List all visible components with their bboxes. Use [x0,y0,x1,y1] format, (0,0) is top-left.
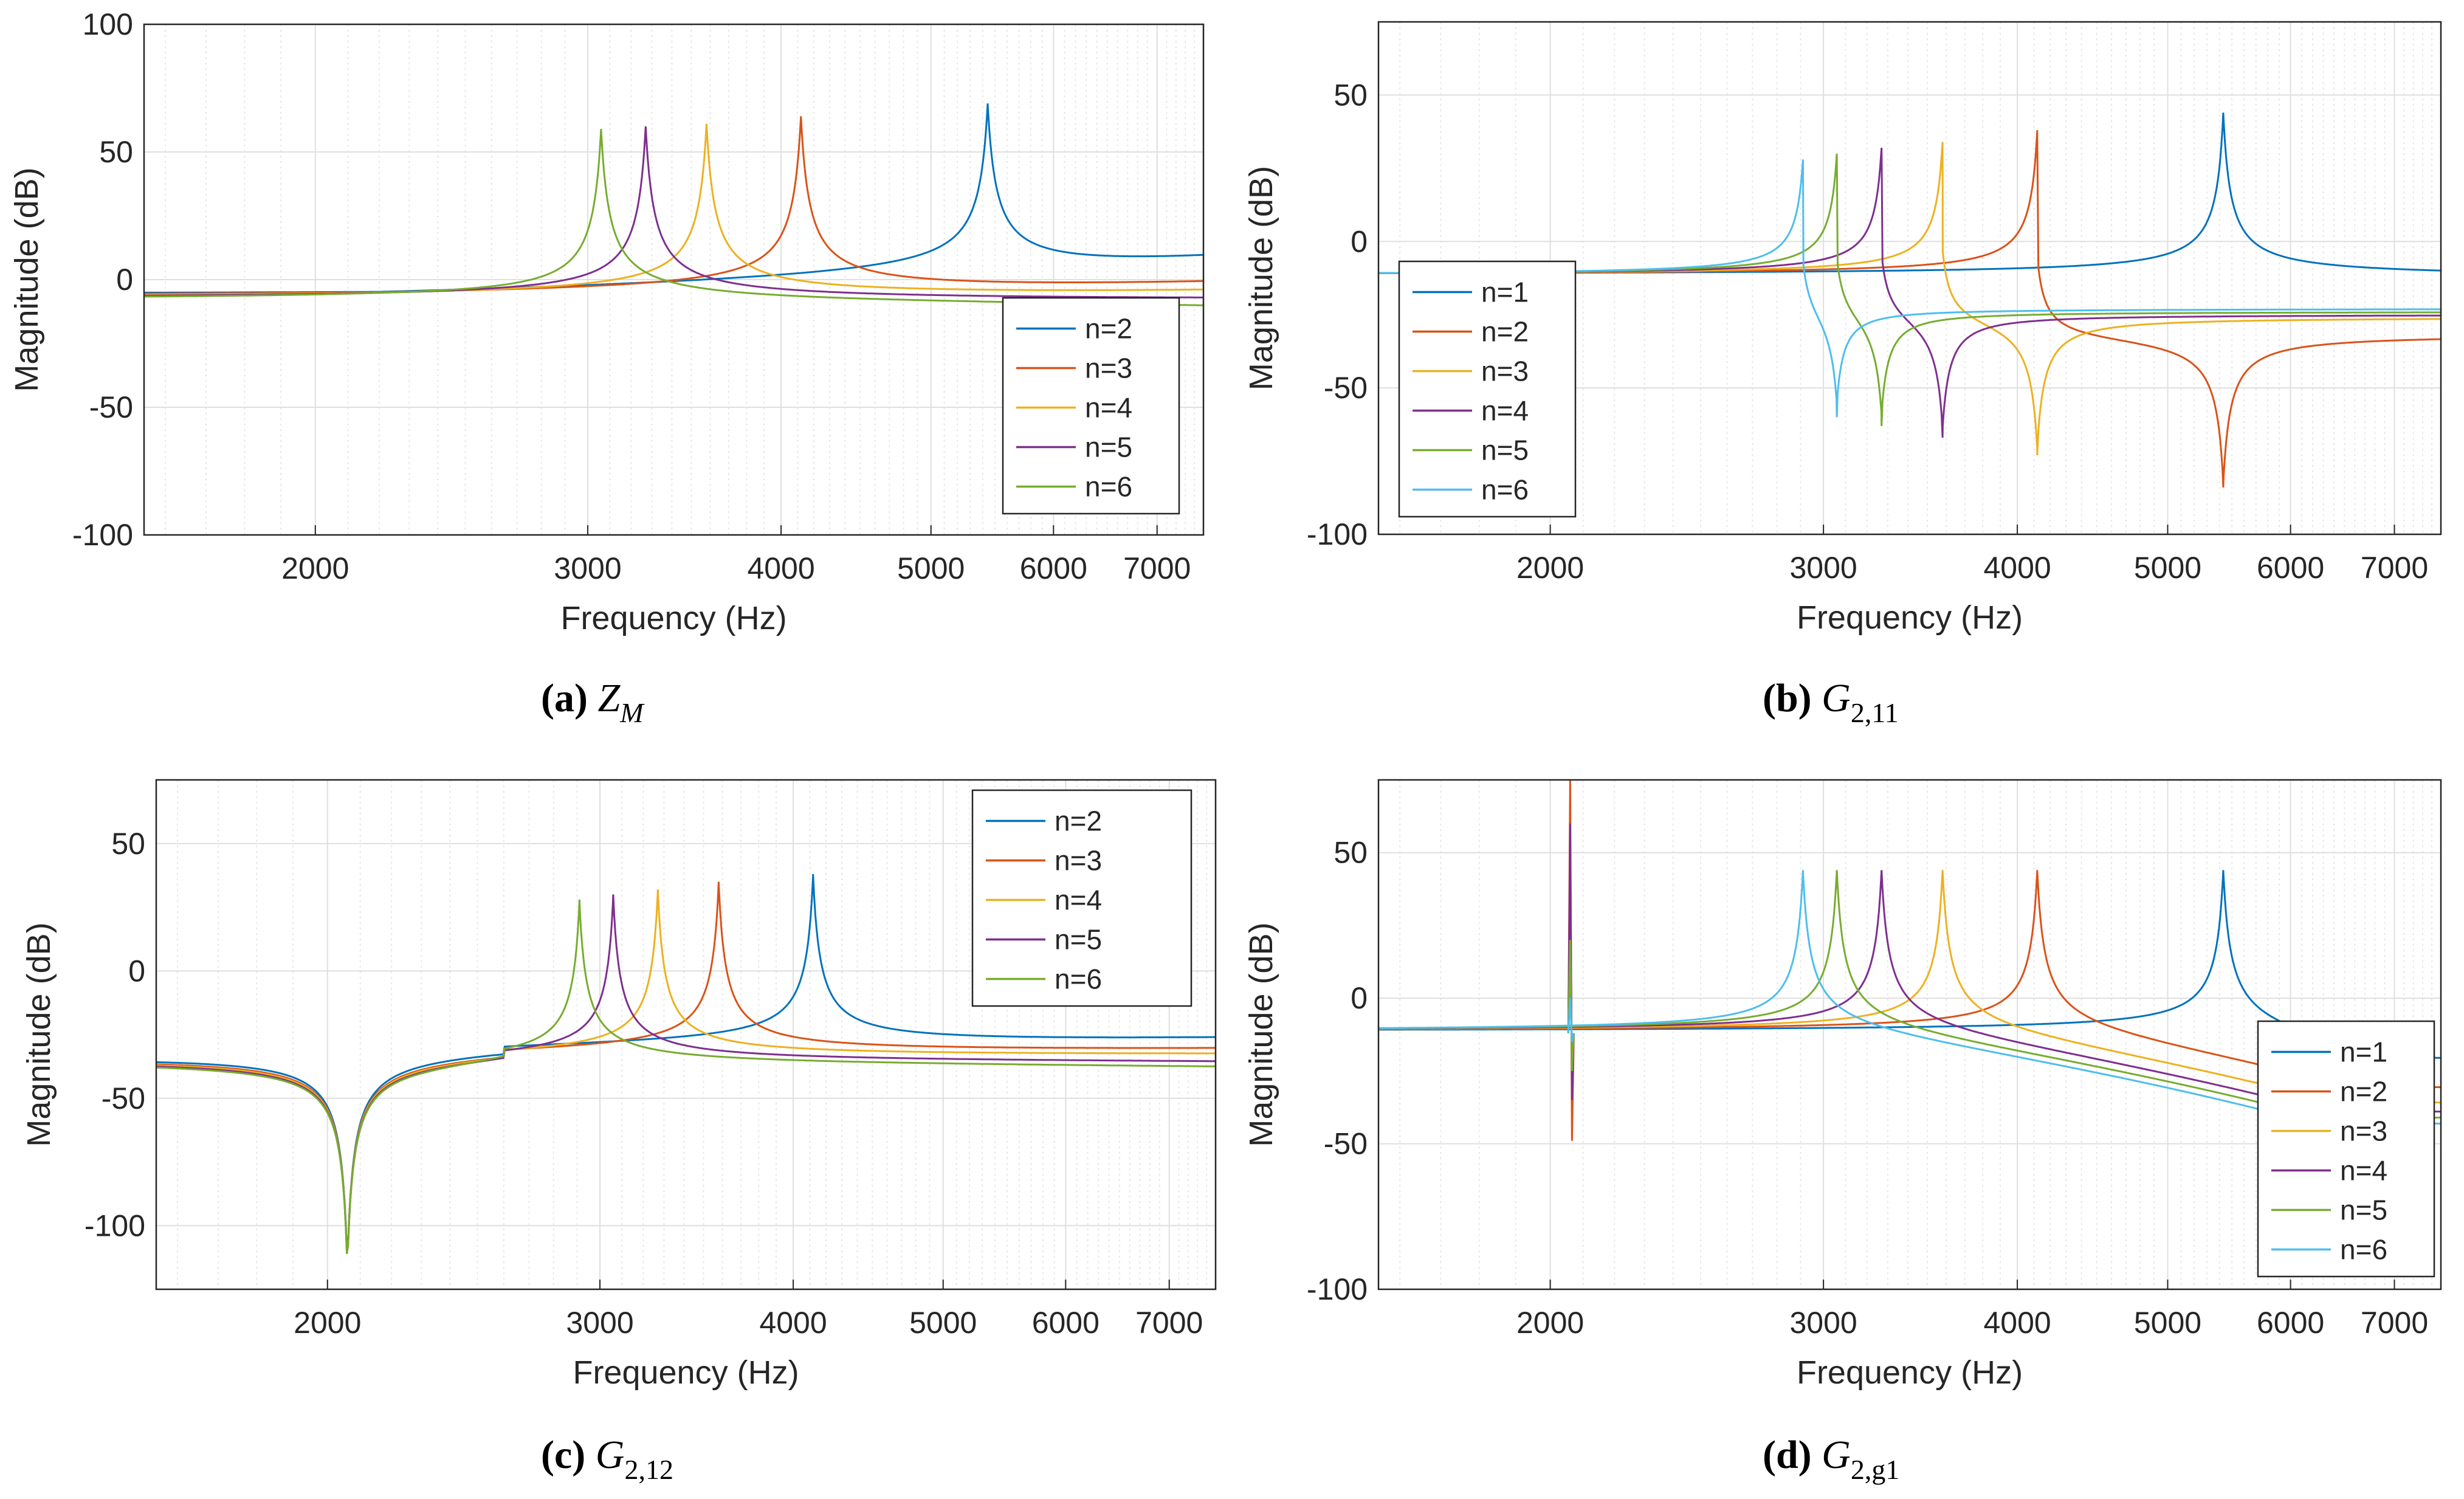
x-tick-label: 5000 [909,1306,977,1340]
legend-box [971,789,1192,1007]
legend-label: n=1 [2340,1036,2387,1068]
x-tick-label: 7000 [2361,551,2428,585]
y-tick-label: 0 [1351,224,1368,258]
y-tick-label: 0 [1351,981,1368,1015]
y-tick-label: -100 [1307,517,1368,551]
x-tick-label: 7000 [2361,1306,2428,1340]
series-line-n=6 [156,899,1216,1254]
legend: n=1 n=2 n=3 n=4 n=5 n=6 [1398,260,1577,518]
y-tick-label: -50 [102,1081,145,1115]
legend-box [1002,297,1180,515]
x-tick-label: 4000 [759,1306,827,1340]
y-axis-label: Magnitude (dB) [9,167,45,391]
legend-label: n=5 [2340,1194,2387,1226]
legend-label: n=2 [1481,316,1529,348]
legend-label: n=3 [2340,1115,2387,1147]
y-tick-label: -100 [72,518,133,552]
legend-label: n=5 [1481,435,1529,466]
y-tick-label: 100 [83,7,133,41]
x-tick-label: 6000 [2257,551,2324,585]
legend-label: n=5 [1085,432,1132,463]
x-tick-label: 2000 [1516,551,1584,585]
legend: n=1 n=2 n=3 n=4 n=5 n=6 [2257,1020,2435,1278]
x-tick-label: 7000 [1123,551,1191,585]
x-axis-label: Frequency (Hz) [1797,599,2023,636]
legend-label: n=6 [2340,1234,2387,1266]
y-axis-label: Magnitude (dB) [1243,166,1279,390]
series-group [156,874,1216,1254]
legend-label: n=3 [1055,845,1102,877]
axes-box [143,23,1205,536]
y-tick-label: 50 [1334,836,1368,870]
y-tick-label: 0 [128,954,145,988]
x-tick-label: 6000 [2257,1306,2324,1340]
x-tick-label: 4000 [1983,1306,2051,1340]
legend-label: n=4 [2340,1155,2387,1187]
legend-label: n=6 [1055,963,1102,995]
x-tick-label: 3000 [1790,1306,1857,1340]
x-tick-label: 2000 [281,551,349,585]
y-tick-label: -50 [1324,371,1368,405]
legend: n=2 n=3 n=4 n=5 n=6 [1002,297,1180,515]
x-tick-label: 2000 [1516,1306,1584,1340]
axes-box [1377,779,2442,1291]
legend: n=2 n=3 n=4 n=5 n=6 [971,789,1192,1007]
chart-c: 2000 3000 4000 5000 6000 7000 -100 -50 0 50 Freque… [21,779,1217,1485]
x-tick-label: 5000 [897,551,965,585]
legend-label: n=5 [1055,924,1102,956]
legend-box [2257,1020,2435,1278]
chart-d: 2000 3000 4000 5000 6000 7000 -100 -50 0 50 Freque… [1243,779,2442,1485]
y-axis-label: Magnitude (dB) [1243,922,1279,1146]
legend-label: n=4 [1055,884,1102,916]
y-tick-label: -50 [89,390,133,424]
chart-a: 2000 3000 4000 5000 6000 7000 -100 -50 0 50 100 Fre… [9,7,1205,728]
x-tick-label: 6000 [1032,1306,1100,1340]
x-axis-label: Frequency (Hz) [1797,1354,2023,1391]
x-tick-label: 5000 [2134,551,2201,585]
x-tick-label: 3000 [1790,551,1857,585]
x-tick-label: 2000 [294,1306,361,1340]
x-tick-label: 3000 [554,551,621,585]
x-tick-label: 5000 [2134,1306,2201,1340]
y-tick-label: -100 [1307,1272,1368,1306]
legend-label: n=3 [1481,356,1529,387]
y-tick-label: 50 [99,135,133,169]
x-tick-label: 3000 [566,1306,633,1340]
legend-label: n=4 [1085,392,1132,424]
x-axis-label: Frequency (Hz) [560,600,786,636]
legend-label: n=1 [1481,277,1529,308]
y-tick-label: 50 [1334,78,1368,112]
axes-box [155,779,1217,1291]
y-tick-label: -100 [84,1208,145,1242]
y-tick-label: -50 [1324,1127,1368,1161]
y-tick-label: 50 [111,827,145,861]
legend-label: n=3 [1085,353,1132,384]
legend-label: n=2 [2340,1076,2387,1108]
legend-label: n=6 [1481,474,1529,506]
x-tick-label: 4000 [1983,551,2051,585]
legend-label: n=4 [1481,395,1529,427]
panel-caption: (c) G2,12 [541,1433,673,1485]
panel-caption: (b) G2,11 [1763,676,1899,728]
panel-caption: (a) ZM [541,676,645,728]
legend-label: n=6 [1085,471,1132,503]
axes-box [1377,21,2442,536]
y-axis-label: Magnitude (dB) [21,922,57,1146]
x-tick-label: 6000 [1020,551,1087,585]
x-tick-label: 7000 [1135,1306,1203,1340]
chart-b: 2000 3000 4000 5000 6000 7000 -100 -50 0 50 Freque… [1243,21,2442,728]
legend-box [1398,260,1577,518]
legend-label: n=2 [1055,805,1102,837]
panel-caption: (d) G2,g1 [1763,1433,1899,1485]
x-tick-label: 4000 [747,551,814,585]
y-tick-label: 0 [116,263,133,297]
legend-label: n=2 [1085,313,1132,345]
x-axis-label: Frequency (Hz) [573,1354,799,1391]
